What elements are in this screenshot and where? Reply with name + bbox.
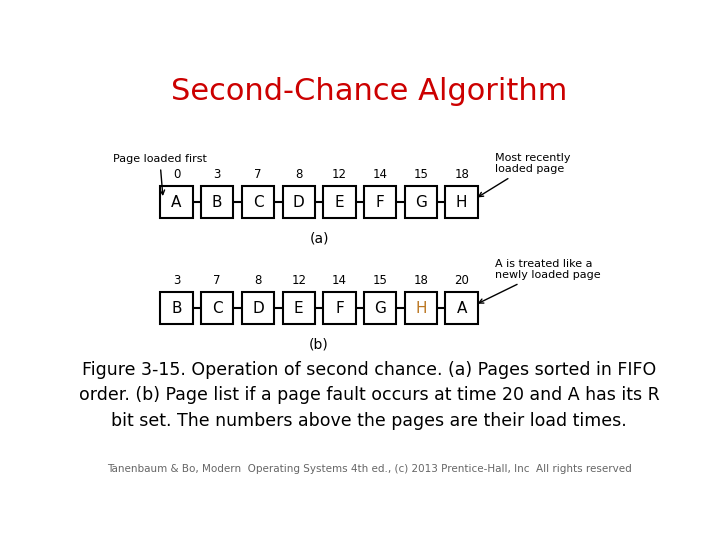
Text: (a): (a) (310, 232, 329, 245)
Text: B: B (212, 194, 222, 210)
Text: 8: 8 (254, 274, 261, 287)
Bar (405, 186, 437, 218)
Text: 14: 14 (332, 274, 347, 287)
Bar (364, 293, 396, 323)
Text: G: G (415, 194, 427, 210)
Bar (242, 293, 274, 323)
Bar (446, 186, 478, 218)
Text: E: E (294, 301, 304, 315)
Text: 12: 12 (332, 168, 347, 181)
Text: D: D (252, 301, 264, 315)
Bar (446, 293, 478, 323)
Text: C: C (253, 194, 264, 210)
Text: 14: 14 (373, 168, 387, 181)
Text: F: F (376, 194, 384, 210)
Text: 7: 7 (213, 274, 221, 287)
Text: Page loaded first: Page loaded first (113, 154, 207, 194)
Text: A: A (171, 194, 181, 210)
Bar (201, 186, 233, 218)
Bar (242, 186, 274, 218)
Text: 18: 18 (413, 274, 428, 287)
Text: G: G (374, 301, 386, 315)
Text: C: C (212, 301, 222, 315)
Text: (b): (b) (309, 338, 329, 352)
Text: 15: 15 (373, 274, 387, 287)
Text: 15: 15 (413, 168, 428, 181)
Text: 3: 3 (173, 274, 180, 287)
Text: Figure 3-15. Operation of second chance. (a) Pages sorted in FIFO
order. (b) Pag: Figure 3-15. Operation of second chance.… (78, 361, 660, 430)
Bar (161, 186, 193, 218)
Text: 7: 7 (254, 168, 261, 181)
Text: H: H (415, 301, 427, 315)
Text: D: D (293, 194, 305, 210)
Text: F: F (335, 301, 344, 315)
Bar (323, 293, 356, 323)
Bar (201, 293, 233, 323)
Text: 18: 18 (454, 168, 469, 181)
Text: Most recently
loaded page: Most recently loaded page (479, 153, 570, 197)
Text: Tanenbaum & Bo, Modern  Operating Systems 4th ed., (c) 2013 Prentice-Hall, Inc  : Tanenbaum & Bo, Modern Operating Systems… (107, 464, 631, 474)
Bar (323, 186, 356, 218)
Bar (282, 293, 315, 323)
Text: A is treated like a
newly loaded page: A is treated like a newly loaded page (479, 259, 600, 303)
Bar (405, 293, 437, 323)
Text: 20: 20 (454, 274, 469, 287)
Text: Second-Chance Algorithm: Second-Chance Algorithm (171, 77, 567, 106)
Text: A: A (456, 301, 467, 315)
Bar (282, 186, 315, 218)
Text: 12: 12 (291, 274, 306, 287)
Text: 3: 3 (214, 168, 221, 181)
Bar (161, 293, 193, 323)
Text: B: B (171, 301, 181, 315)
Text: 0: 0 (173, 168, 180, 181)
Bar (364, 186, 396, 218)
Text: H: H (456, 194, 467, 210)
Text: E: E (335, 194, 344, 210)
Text: 8: 8 (295, 168, 302, 181)
